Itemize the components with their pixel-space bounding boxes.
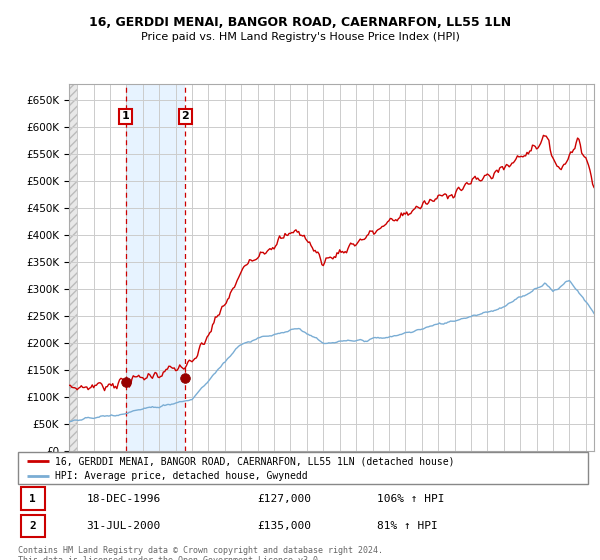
Text: 1: 1 [122,111,130,122]
Text: £135,000: £135,000 [257,521,311,531]
Bar [21,515,45,538]
Text: 2: 2 [181,111,189,122]
Bar [21,487,45,510]
Bar [69,84,77,451]
Text: 16, GERDDI MENAI, BANGOR ROAD, CAERNARFON, LL55 1LN (detached house): 16, GERDDI MENAI, BANGOR ROAD, CAERNARFO… [55,456,455,466]
Text: 2: 2 [29,521,36,531]
Text: Price paid vs. HM Land Registry's House Price Index (HPI): Price paid vs. HM Land Registry's House … [140,32,460,43]
Bar [126,84,185,451]
Text: 1: 1 [29,493,36,503]
Text: Contains HM Land Registry data © Crown copyright and database right 2024.
This d: Contains HM Land Registry data © Crown c… [18,546,383,560]
Text: 16, GERDDI MENAI, BANGOR ROAD, CAERNARFON, LL55 1LN: 16, GERDDI MENAI, BANGOR ROAD, CAERNARFO… [89,16,511,29]
Text: 31-JUL-2000: 31-JUL-2000 [86,521,161,531]
Text: 81% ↑ HPI: 81% ↑ HPI [377,521,438,531]
Text: HPI: Average price, detached house, Gwynedd: HPI: Average price, detached house, Gwyn… [55,472,308,481]
Text: £127,000: £127,000 [257,493,311,503]
Text: 18-DEC-1996: 18-DEC-1996 [86,493,161,503]
Text: 106% ↑ HPI: 106% ↑ HPI [377,493,445,503]
